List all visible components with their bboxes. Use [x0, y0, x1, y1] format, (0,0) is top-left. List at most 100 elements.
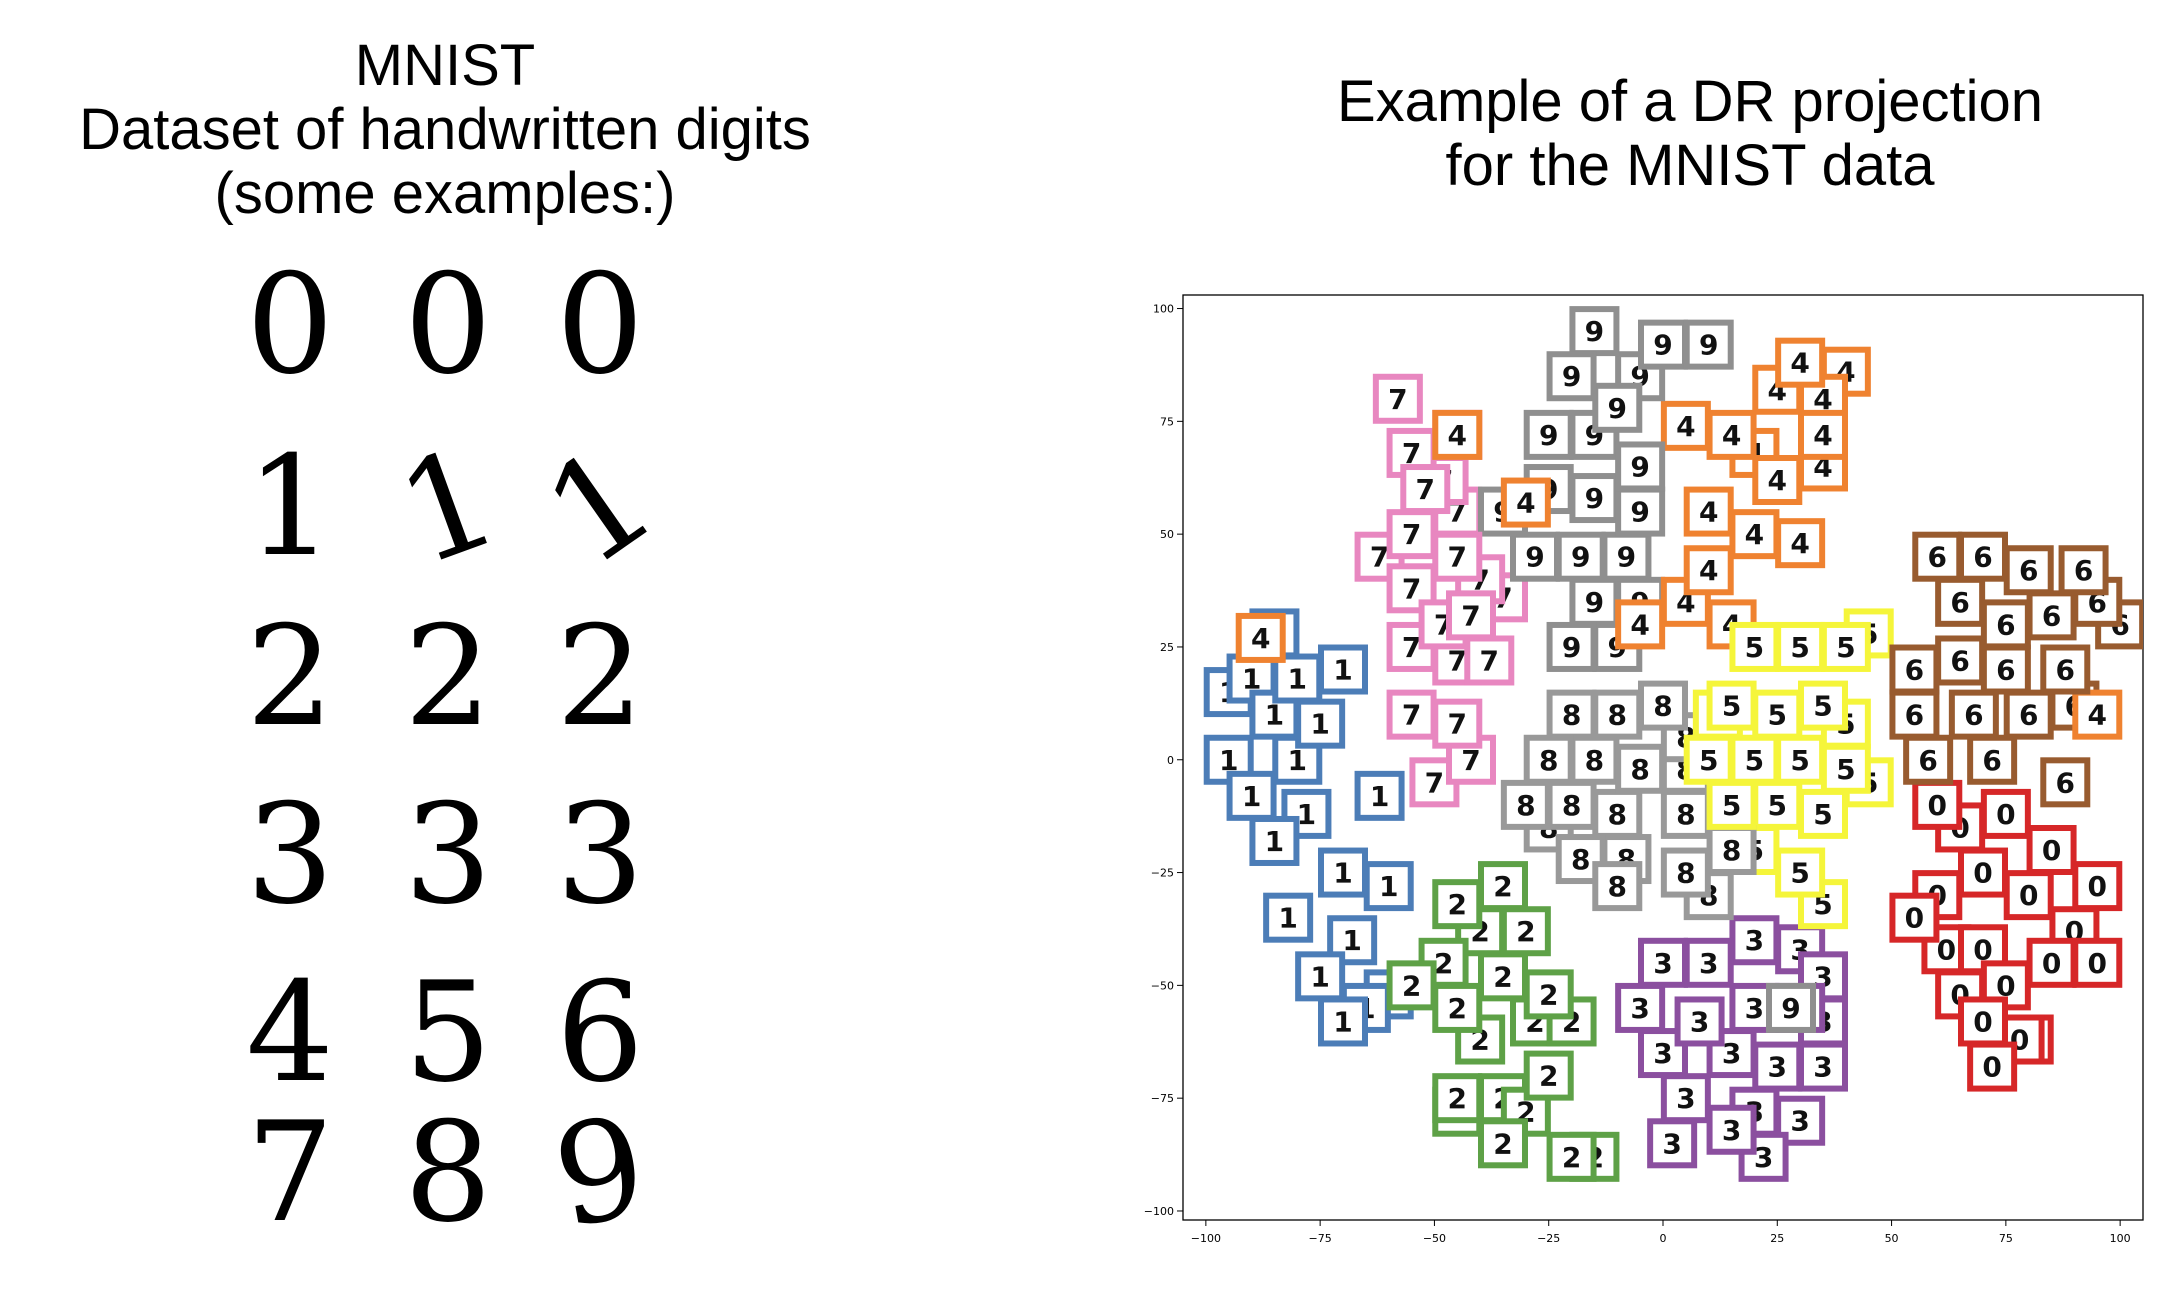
- point-frame: [1660, 847, 1711, 898]
- point-digit-label: 2: [1562, 1141, 1581, 1174]
- point-frame: [1958, 531, 2008, 582]
- digit-example-2: 2: [404, 596, 492, 757]
- point-frame: [1523, 1050, 1574, 1101]
- y-tick-label: −50: [1151, 979, 1174, 992]
- point-digit-label: 9: [1562, 631, 1581, 664]
- point-digit-label: 0: [2088, 870, 2107, 903]
- point-frame: [1820, 743, 1871, 794]
- point-digit-5: 5: [1775, 847, 1826, 898]
- digit-example-7: 7: [246, 1092, 334, 1253]
- point-digit-label: 7: [1388, 383, 1407, 416]
- point-frame: [1683, 545, 1734, 596]
- point-digit-label: 5: [1699, 744, 1718, 777]
- point-digit-3: 3: [1638, 937, 1688, 988]
- point-frame: [1948, 689, 1999, 740]
- point-digit-label: 8: [1539, 744, 1558, 777]
- point-digit-label: 0: [1996, 969, 2015, 1002]
- point-digit-0: 0: [1889, 892, 1940, 943]
- point-digit-7: 7: [1432, 698, 1483, 749]
- point-digit-label: 1: [1333, 654, 1352, 687]
- point-digit-label: 6: [1996, 654, 2015, 687]
- mnist-title-line-2: Dataset of handwritten digits: [79, 97, 811, 162]
- point-digit-6: 6: [1980, 599, 2031, 650]
- point-digit-3: 3: [1729, 915, 1780, 966]
- digit-example-5: 5: [404, 952, 492, 1113]
- point-frame: [1615, 441, 1666, 492]
- point-digit-label: 5: [1790, 857, 1809, 890]
- point-frame: [1775, 337, 1826, 388]
- dr-title-line-1: Example of a DR projection: [1337, 69, 2043, 134]
- point-digit-label: 2: [1516, 915, 1535, 948]
- point-digit-0: 0: [2072, 937, 2123, 988]
- point-digit-label: 9: [1653, 329, 1672, 362]
- point-digit-6: 6: [1889, 689, 1940, 740]
- point-frame: [1638, 319, 1688, 370]
- y-tick-label: −100: [1144, 1205, 1174, 1218]
- point-digit-6: 6: [1935, 635, 1986, 686]
- point-digit-label: 0: [1982, 1051, 2001, 1084]
- point-digit-label: 7: [1402, 699, 1421, 732]
- digit-example-0: 0: [404, 244, 492, 405]
- point-digit-label: 6: [1982, 744, 2001, 777]
- point-digit-3: 3: [1615, 982, 1666, 1033]
- point-digit-6: 6: [1948, 689, 1999, 740]
- point-digit-label: 3: [1653, 947, 1672, 980]
- point-frame: [2040, 644, 2091, 695]
- point-digit-label: 1: [1379, 870, 1398, 903]
- point-digit-9: 9: [1592, 382, 1643, 433]
- point-digit-1: 1: [1295, 951, 1346, 1002]
- point-frame: [1569, 576, 1620, 627]
- point-frame: [2003, 689, 2054, 740]
- point-digit-0: 0: [2003, 870, 2054, 921]
- point-digit-label: 7: [1402, 437, 1421, 470]
- point-digit-9: 9: [1555, 531, 1606, 582]
- point-frame: [2072, 861, 2123, 912]
- point-frame: [1775, 621, 1826, 672]
- y-tick-label: 100: [1153, 303, 1174, 316]
- point-digit-label: 1: [1333, 1005, 1352, 1038]
- point-digit-label: 5: [1768, 699, 1787, 732]
- point-digit-label: 7: [1370, 541, 1389, 574]
- point-digit-label: 3: [1722, 1114, 1741, 1147]
- point-digit-9: 9: [1546, 351, 1597, 402]
- point-digit-label: 8: [1608, 870, 1627, 903]
- point-frame: [1318, 847, 1368, 898]
- point-digit-label: 4: [1699, 554, 1718, 587]
- point-digit-8: 8: [1546, 689, 1597, 740]
- point-digit-label: 3: [1653, 1037, 1672, 1070]
- point-frame: [1958, 996, 2008, 1047]
- point-digit-label: 1: [1278, 902, 1297, 935]
- point-digit-label: 3: [1790, 1105, 1809, 1138]
- point-frame: [1775, 518, 1826, 569]
- point-digit-label: 4: [1790, 527, 1809, 560]
- point-digit-label: 9: [1630, 496, 1649, 529]
- point-digit-8: 8: [1592, 689, 1643, 740]
- point-digit-3: 3: [1738, 1131, 1789, 1182]
- point-digit-label: 5: [1813, 798, 1832, 831]
- digit-example-1: 1: [517, 415, 682, 598]
- point-digit-5: 5: [1683, 734, 1734, 785]
- point-digit-label: 6: [1950, 586, 1969, 619]
- digit-example-6: 6: [556, 952, 644, 1113]
- point-digit-label: 8: [1608, 798, 1627, 831]
- y-tick-label: −25: [1151, 867, 1174, 880]
- point-frame: [1706, 680, 1757, 731]
- point-digit-4: 4: [1235, 612, 1286, 663]
- y-tick-label: 75: [1160, 415, 1174, 428]
- point-frame: [2040, 757, 2091, 808]
- point-digit-label: 6: [2074, 554, 2093, 587]
- point-digit-3: 3: [1647, 1118, 1698, 1169]
- point-digit-label: 0: [1905, 902, 1924, 935]
- point-frame: [1706, 779, 1757, 830]
- dr-projection-title: Example of a DR projection for the MNIST…: [1250, 70, 2130, 198]
- point-digit-label: 9: [1608, 392, 1627, 425]
- point-digit-9: 9: [1638, 319, 1688, 370]
- point-frame: [1647, 1118, 1698, 1169]
- point-digit-label: 4: [1676, 410, 1695, 443]
- point-digit-label: 2: [1402, 969, 1421, 1002]
- point-digit-0: 0: [1958, 996, 2008, 1047]
- point-frame: [1386, 509, 1437, 560]
- point-digit-7: 7: [1400, 464, 1451, 515]
- point-digit-1: 1: [1249, 815, 1300, 866]
- point-digit-4: 4: [1660, 400, 1711, 451]
